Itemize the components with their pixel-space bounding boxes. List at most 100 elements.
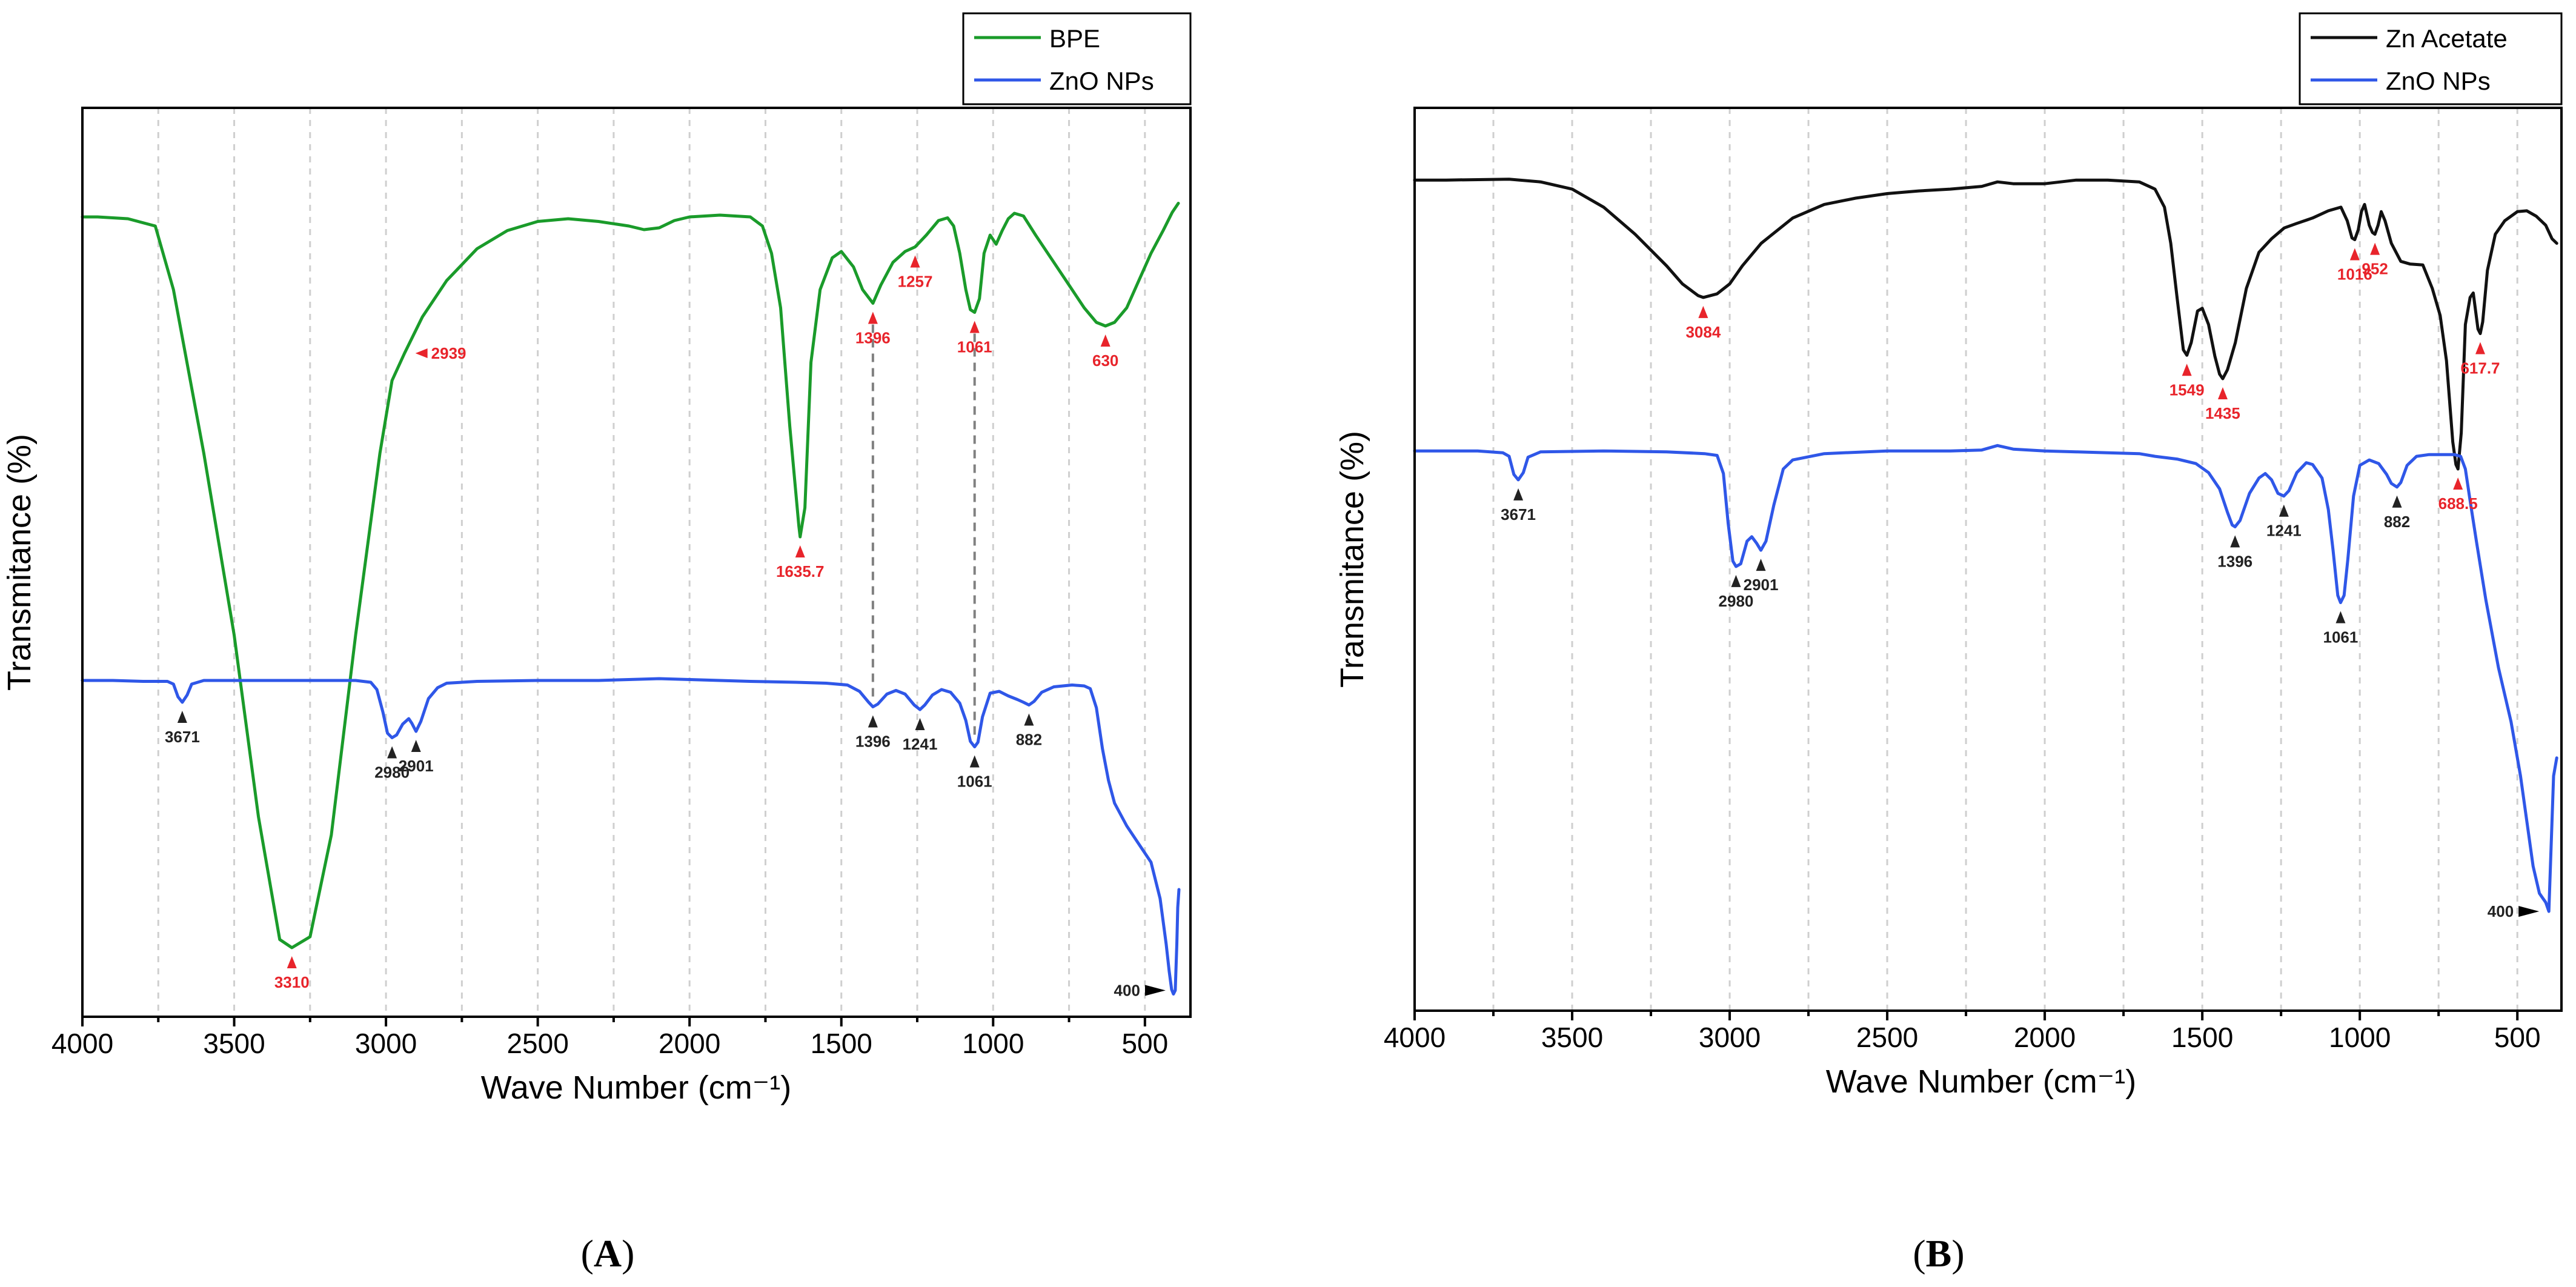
annotation-1396-marker [868,311,878,324]
legend: Zn Acetate ZnO NPs [2299,12,2563,105]
annotation-2901-marker [1756,559,1766,571]
annotation-1549-marker [2182,364,2192,376]
panel-a: 3310 2939 1635.7 1396 1257 1061 630 3671 2980290… [1,12,1192,1275]
legend-box [962,12,1192,105]
x-tick-label-2000: 2000 [659,1028,720,1059]
annotation-617.7-label: 617.7 [2460,359,2500,377]
annotation-1396-marker [2230,535,2240,548]
series-line-zn-acetate [1413,178,2558,471]
annotation-1016-marker [2349,248,2360,261]
annotation-1635.7-marker [795,545,805,557]
annotation-2980-marker [1731,574,1741,587]
annotation-3084-label: 3084 [1685,323,1721,341]
annotation-630-label: 630 [1092,351,1118,370]
series-line-zno-nps [1413,444,2558,913]
annotation-617.7-marker [2475,342,2485,354]
annotation-3671-label: 3671 [165,728,200,746]
annotation-400-marker [1144,985,1166,996]
panel-label-b: (B) [1913,1232,1964,1275]
annotation-2980-label: 2980 [1719,592,1754,610]
annotation-1061-label: 1061 [957,773,992,791]
x-tick-label-1000: 1000 [962,1028,1024,1059]
annotation-3671-marker [177,711,187,723]
x-tick-label-4000: 4000 [51,1028,113,1059]
annotation-1549-label: 1549 [2169,381,2205,399]
annotation-1241-label: 1241 [903,735,938,753]
legend-label-zno-nps: ZnO NPs [2386,67,2491,95]
annotation-3310-label: 3310 [274,973,310,991]
annotation-882-marker [1024,713,1034,726]
annotation-688.5-label: 688.5 [2438,494,2478,513]
annotation-952-marker [2370,242,2380,255]
annotation-1257-marker [910,255,920,268]
annotation-400-marker [2518,906,2540,917]
annotation-882-label: 882 [1016,731,1042,749]
annotation-1241-label: 1241 [2266,522,2302,540]
annotation-3671-marker [1513,488,1524,501]
annotation-1396-label: 1396 [855,733,891,751]
legend-label-zn-acetate: Zn Acetate [2386,24,2508,53]
x-tick-label-3500: 3500 [203,1028,265,1059]
annotation-1061-label: 1061 [2323,628,2359,647]
annotation-1635.7-label: 1635.7 [776,562,825,580]
y-axis-title: Transmitance (%) [1,434,38,691]
x-tick-label-500: 500 [1121,1028,1168,1059]
annotation-2901-marker [411,740,421,752]
x-tick-label-3000: 3000 [1699,1022,1761,1053]
annotation-1241-marker [915,718,925,730]
annotation-1396-label: 1396 [2217,552,2252,570]
x-tick-label-1500: 1500 [811,1028,872,1059]
x-axis-title: Wave Number (cm⁻¹) [481,1069,792,1106]
annotation-1016-label: 1016 [2337,265,2372,284]
annotation-688.5-marker [2453,477,2463,490]
x-tick-label-2000: 2000 [2014,1022,2076,1053]
annotation-3310-marker [287,956,297,968]
x-tick-label-3000: 3000 [355,1028,417,1059]
annotation-3671-label: 3671 [1501,505,1536,524]
plot-frame [81,107,1192,1018]
legend-label-bpe: BPE [1049,24,1100,53]
annotation-1257-label: 1257 [898,273,933,291]
annotation-1241-marker [2279,504,2289,517]
annotation-2901-label: 2901 [399,757,434,775]
annotation-400-label: 400 [2488,902,2514,920]
annotation-1396-marker [868,715,878,728]
plot-frame [1413,107,2563,1012]
annotation-952-label: 952 [2362,260,2388,278]
annotation-2980-label: 2980 [374,763,410,782]
y-axis-title: Transmitance (%) [1334,431,1370,688]
panel-label-a: (A) [581,1232,635,1275]
annotation-1061-label: 1061 [957,338,992,356]
x-tick-label-2500: 2500 [506,1028,568,1059]
series-line-zno-nps [81,677,1181,996]
annotation-400-label: 400 [1114,982,1140,1000]
annotation-1396-label: 1396 [855,329,891,347]
x-tick-label-500: 500 [2494,1022,2541,1053]
annotation-1435-label: 1435 [2205,404,2240,422]
annotation-1061-marker [969,321,980,333]
annotation-2980-marker [387,746,397,759]
annotation-2901-label: 2901 [1744,576,1779,594]
annotation-1435-marker [2217,387,2228,399]
x-tick-label-4000: 4000 [1384,1022,1446,1053]
annotation-3084-marker [1698,305,1708,318]
series-line-bpe [81,202,1180,949]
x-tick-label-2500: 2500 [1856,1022,1918,1053]
legend-box [2299,12,2563,105]
legend-label-zno-nps: ZnO NPs [1049,67,1154,95]
annotation-1061-marker [969,755,980,768]
annotation-1061-marker [2335,611,2346,624]
x-axis-title: Wave Number (cm⁻¹) [1826,1063,2137,1100]
annotation-2939-label: 2939 [431,344,466,362]
annotation-882-label: 882 [2384,513,2410,531]
annotation-2939-marker [415,348,428,358]
legend: BPE ZnO NPs [962,12,1192,105]
annotation-882-marker [2392,495,2402,508]
x-tick-label-1500: 1500 [2171,1022,2233,1053]
x-tick-label-1000: 1000 [2329,1022,2391,1053]
x-tick-label-3500: 3500 [1541,1022,1603,1053]
annotation-630-marker [1100,334,1110,347]
